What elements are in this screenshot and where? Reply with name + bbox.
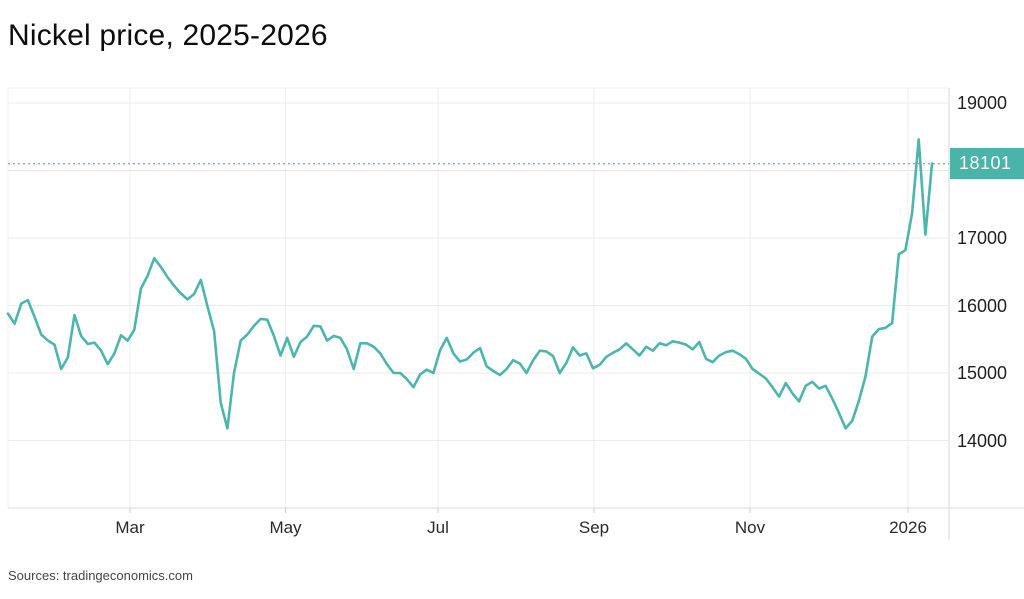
chart-title: Nickel price, 2025-2026	[8, 19, 328, 52]
price-line	[6, 138, 934, 430]
x-axis-label-mar: Mar	[115, 518, 145, 537]
x-axis-label-jul: Jul	[427, 518, 449, 537]
y-axis-label: 19000	[957, 93, 1008, 113]
source-attribution: Sources: tradingeconomics.com	[8, 568, 193, 583]
y-axis-label: 14000	[957, 430, 1008, 451]
y-axis-label: 16000	[957, 295, 1008, 316]
y-axis-label: 15000	[957, 363, 1008, 383]
y-axis-label: 17000	[957, 228, 1008, 248]
x-axis-label-may: May	[269, 518, 302, 537]
current-price-badge: 18101	[950, 148, 1024, 180]
x-axis-label-nov: Nov	[734, 518, 766, 537]
x-axis-label-sep: Sep	[578, 518, 610, 537]
x-axis-label-2026: 2026	[889, 518, 927, 537]
